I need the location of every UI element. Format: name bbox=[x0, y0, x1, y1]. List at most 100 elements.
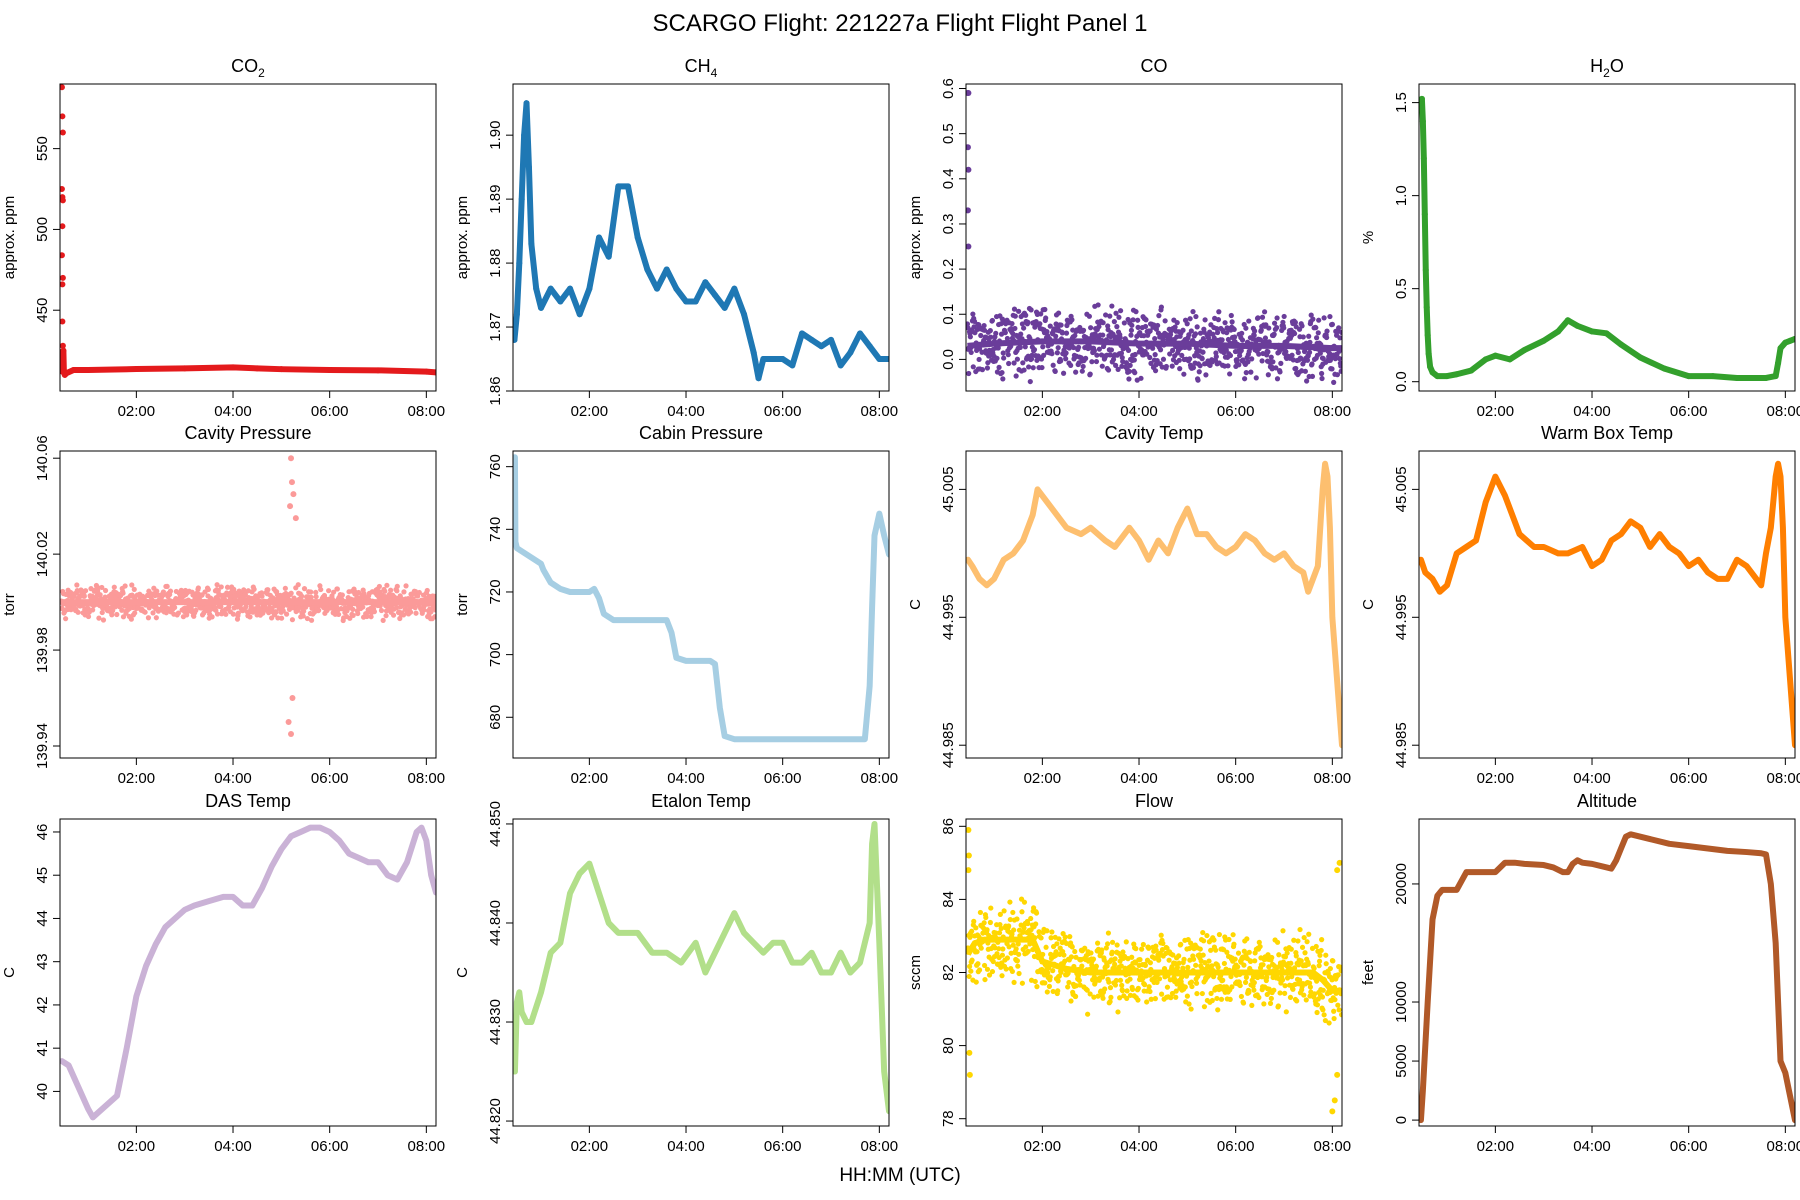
data-point bbox=[1225, 363, 1231, 369]
data-point bbox=[1274, 325, 1280, 331]
data-point bbox=[1001, 355, 1007, 361]
data-point bbox=[1126, 376, 1132, 382]
x-tick-label: 08:00 bbox=[861, 770, 899, 787]
data-point bbox=[1049, 929, 1055, 935]
data-point bbox=[1521, 347, 1528, 354]
data-point bbox=[1196, 369, 1202, 375]
data-point bbox=[1133, 309, 1139, 315]
data-point bbox=[1184, 993, 1190, 999]
data-point bbox=[1093, 358, 1100, 365]
data-point bbox=[1313, 943, 1319, 950]
y-tick-label: 43 bbox=[34, 953, 51, 970]
data-point bbox=[230, 364, 237, 371]
data-point bbox=[967, 334, 973, 340]
data-point bbox=[1200, 929, 1206, 936]
x-tick-label: 04:00 bbox=[214, 770, 252, 787]
data-point bbox=[230, 611, 236, 617]
data-point bbox=[1299, 323, 1305, 329]
data-point bbox=[1156, 976, 1163, 982]
data-point bbox=[1300, 334, 1306, 340]
data-point bbox=[1211, 937, 1217, 943]
data-point bbox=[1190, 309, 1196, 315]
data-point bbox=[1011, 979, 1017, 986]
data-point bbox=[1203, 372, 1209, 378]
data-point bbox=[1281, 325, 1287, 331]
data-point bbox=[1022, 344, 1028, 350]
data-point bbox=[1163, 363, 1169, 370]
data-point bbox=[360, 604, 366, 610]
data-point bbox=[1201, 1004, 1208, 1010]
data-point bbox=[313, 589, 319, 596]
data-point bbox=[235, 610, 241, 616]
data-point bbox=[1109, 303, 1115, 309]
data-point bbox=[1792, 335, 1795, 342]
data-point bbox=[114, 611, 120, 618]
data-point bbox=[1194, 990, 1200, 997]
data-point bbox=[1282, 983, 1288, 989]
data-point bbox=[1283, 1009, 1289, 1015]
data-point bbox=[971, 318, 978, 325]
data-point bbox=[1685, 373, 1692, 380]
data-point bbox=[1004, 955, 1011, 961]
data-point bbox=[1304, 939, 1310, 945]
data-point bbox=[350, 612, 356, 618]
data-point bbox=[1326, 1020, 1332, 1026]
data-point bbox=[85, 613, 92, 620]
data-point bbox=[1306, 980, 1313, 986]
data-point bbox=[1320, 1007, 1326, 1013]
data-point bbox=[1115, 366, 1121, 372]
data-point bbox=[1227, 996, 1233, 1002]
data-point bbox=[1188, 328, 1194, 334]
data-point bbox=[347, 615, 353, 621]
data-point bbox=[970, 364, 976, 370]
y-tick-label: 44.830 bbox=[487, 999, 504, 1045]
data-point bbox=[975, 961, 981, 967]
data-point bbox=[1247, 958, 1254, 964]
data-point bbox=[1059, 330, 1065, 336]
data-point bbox=[1309, 373, 1316, 380]
data-point bbox=[308, 617, 315, 623]
y-tick-label: 0.2 bbox=[940, 259, 957, 280]
data-point bbox=[401, 589, 407, 595]
data-point bbox=[1102, 986, 1108, 992]
data-point bbox=[378, 607, 385, 614]
plot-frame bbox=[1418, 83, 1796, 392]
data-point bbox=[1001, 908, 1007, 914]
data-point bbox=[1306, 333, 1312, 339]
data-point bbox=[1255, 315, 1261, 321]
data-point bbox=[1304, 378, 1310, 384]
data-point bbox=[1270, 359, 1276, 365]
data-point bbox=[1095, 302, 1101, 308]
data-point bbox=[1072, 332, 1078, 339]
data-point bbox=[254, 365, 261, 372]
data-point bbox=[336, 611, 342, 618]
data-point bbox=[1123, 939, 1129, 945]
data-point bbox=[1188, 1006, 1194, 1012]
data-point bbox=[984, 365, 991, 371]
data-point bbox=[1133, 946, 1139, 952]
data-point bbox=[1050, 988, 1056, 995]
data-point bbox=[731, 285, 738, 292]
data-point bbox=[981, 323, 987, 329]
data-point bbox=[1055, 978, 1061, 984]
data-point bbox=[1160, 356, 1167, 362]
y-tick-label: 0 bbox=[1393, 1116, 1410, 1124]
series-line bbox=[966, 460, 1342, 749]
x-tick-label: 08:00 bbox=[1314, 403, 1352, 420]
data-point bbox=[1158, 932, 1164, 938]
data-point bbox=[1159, 991, 1165, 997]
data-point bbox=[1094, 352, 1100, 358]
data-point bbox=[1277, 990, 1283, 996]
data-point bbox=[1302, 368, 1308, 374]
data-point bbox=[1262, 335, 1269, 341]
y-tick-label: 740 bbox=[487, 517, 504, 542]
data-point bbox=[154, 588, 160, 594]
y-tick-label: 46 bbox=[34, 824, 51, 841]
plot-frame bbox=[512, 450, 890, 759]
data-point bbox=[1218, 996, 1225, 1002]
panel-title: Flow bbox=[1135, 791, 1174, 811]
data-point bbox=[557, 298, 564, 305]
data-point bbox=[1246, 989, 1252, 995]
